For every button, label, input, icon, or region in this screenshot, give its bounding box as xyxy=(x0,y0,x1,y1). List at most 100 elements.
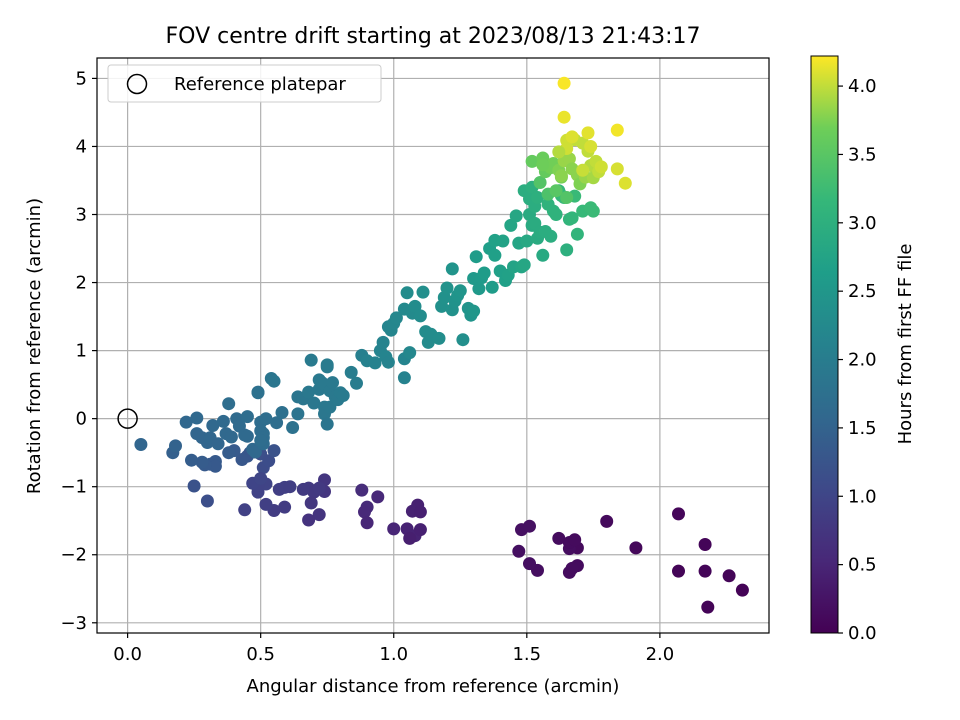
data-point xyxy=(416,285,430,299)
data-point xyxy=(432,331,446,345)
data-point xyxy=(400,286,414,300)
colorbar-tick-label: 3.0 xyxy=(848,213,877,234)
x-ticks: 0.0 0.5 1.0 1.5 2.0 xyxy=(113,633,674,665)
data-point xyxy=(557,110,571,124)
colorbar-tick-label: 3.5 xyxy=(848,144,877,165)
data-point xyxy=(552,145,566,159)
data-point xyxy=(222,397,236,411)
data-point xyxy=(185,453,198,467)
data-point xyxy=(581,126,595,140)
colorbar-tick-label: 1.0 xyxy=(848,486,877,507)
data-point xyxy=(320,417,334,431)
data-point xyxy=(698,538,712,551)
legend-label: Reference platepar xyxy=(174,74,346,95)
x-tick-label: 1.5 xyxy=(512,644,541,665)
data-point xyxy=(397,371,411,385)
data-point xyxy=(312,481,326,495)
data-point xyxy=(211,437,225,451)
data-point xyxy=(307,396,321,410)
data-point xyxy=(248,445,262,459)
data-point xyxy=(254,433,268,447)
y-tick-label: 3 xyxy=(76,205,87,226)
y-axis-label: Rotation from reference (arcmin) xyxy=(24,198,45,494)
reference-layer xyxy=(117,408,138,429)
data-point xyxy=(278,500,292,514)
data-point xyxy=(467,304,481,318)
data-point xyxy=(672,507,685,521)
data-point xyxy=(195,455,209,469)
data-point xyxy=(722,569,736,583)
x-tick-label: 0.0 xyxy=(113,644,142,665)
data-point xyxy=(629,541,643,555)
data-point xyxy=(549,208,563,221)
data-point xyxy=(355,483,369,497)
data-point xyxy=(600,514,614,528)
data-point xyxy=(469,250,483,264)
data-point xyxy=(206,419,220,432)
colorbar-tick-label: 2.5 xyxy=(848,281,877,302)
data-point xyxy=(610,123,624,137)
data-point xyxy=(509,209,523,223)
data-point xyxy=(485,280,499,294)
data-point xyxy=(259,497,273,511)
data-point xyxy=(275,406,289,419)
data-point xyxy=(496,234,510,248)
colorbar: 0.0 0.5 1.0 1.5 2.0 2.5 3.0 3.5 4.0 Hours from f… xyxy=(810,55,916,644)
data-point xyxy=(179,415,193,429)
y-tick-label: −1 xyxy=(60,477,87,498)
data-point xyxy=(403,531,417,545)
x-axis-label: Angular distance from reference (arcmin) xyxy=(247,676,620,697)
data-point xyxy=(240,410,254,424)
x-tick-label: 0.5 xyxy=(246,644,275,665)
data-point xyxy=(358,505,371,519)
chart-title: FOV centre drift starting at 2023/08/13 … xyxy=(166,24,701,49)
data-point xyxy=(216,414,230,428)
legend: Reference platepar xyxy=(107,64,382,103)
data-point xyxy=(698,564,712,578)
data-point xyxy=(512,544,526,558)
data-point xyxy=(584,140,598,153)
data-point xyxy=(554,169,568,183)
legend-box xyxy=(107,64,382,103)
data-points xyxy=(134,76,749,614)
data-point xyxy=(224,430,238,444)
data-point xyxy=(560,243,574,257)
data-point xyxy=(387,522,401,536)
y-tick-label: 2 xyxy=(76,273,87,294)
data-point xyxy=(552,531,566,545)
plot-frame xyxy=(96,57,770,634)
y-gridlines xyxy=(97,77,769,624)
data-point xyxy=(562,152,576,166)
x-tick-label: 1.0 xyxy=(379,644,408,665)
data-point xyxy=(586,204,600,218)
data-point xyxy=(254,472,268,485)
data-point xyxy=(208,459,222,473)
data-point xyxy=(523,557,536,571)
data-point xyxy=(238,503,252,517)
data-point xyxy=(291,407,305,421)
data-point xyxy=(413,523,427,537)
data-point xyxy=(533,176,547,189)
data-point xyxy=(549,184,563,198)
data-point xyxy=(381,355,395,369)
data-point xyxy=(610,162,624,176)
data-point xyxy=(565,130,579,144)
y-tick-label: 1 xyxy=(76,341,87,362)
data-point xyxy=(304,353,318,367)
data-point xyxy=(531,191,544,204)
data-point xyxy=(360,516,374,530)
data-point xyxy=(504,218,518,232)
data-point xyxy=(453,284,467,298)
data-point xyxy=(262,454,276,468)
data-point xyxy=(520,234,534,248)
data-point xyxy=(286,421,300,434)
colorbar-tick-label: 4.0 xyxy=(848,76,877,97)
data-point xyxy=(565,211,579,225)
data-point xyxy=(240,429,254,443)
reference-platepar-marker xyxy=(117,408,138,429)
data-point xyxy=(523,519,536,533)
data-point xyxy=(267,374,281,388)
y-tick-label: 4 xyxy=(76,136,87,157)
data-point xyxy=(525,154,539,168)
